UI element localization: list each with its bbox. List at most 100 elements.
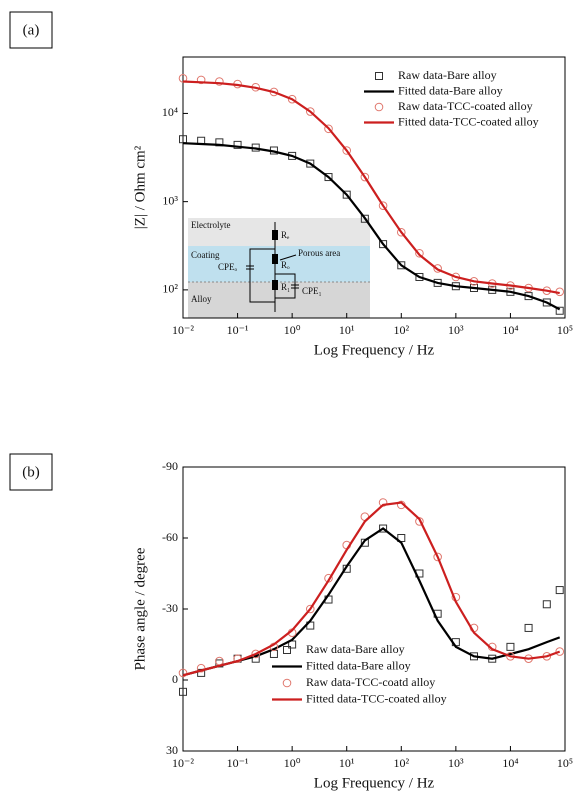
panel-label-box — [9, 453, 53, 491]
data-point — [379, 524, 388, 533]
legend-swatch — [374, 102, 384, 112]
inset-label: Coating — [191, 250, 220, 260]
legend-label: Raw data-TCC-coatd alloy — [306, 675, 435, 689]
y-tick-label: 10⁴ — [162, 105, 178, 119]
y-axis-label: |Z| / Ohm cm² — [132, 145, 148, 229]
data-point — [378, 201, 388, 210]
data-point — [342, 146, 352, 155]
data-point — [542, 298, 551, 307]
x-tick-label: 10⁴ — [502, 756, 518, 770]
data-point — [360, 172, 370, 182]
legend-label: Raw data-Bare alloy — [398, 68, 497, 82]
data-point — [542, 600, 551, 609]
data-point — [215, 656, 224, 666]
alloy-layer — [188, 282, 370, 318]
data-point — [396, 227, 406, 237]
x-tick-label: 10⁻¹ — [227, 756, 249, 770]
resistor — [272, 280, 278, 290]
plot-frame — [182, 56, 566, 319]
fit-line — [182, 142, 561, 311]
y-tick-label: 10³ — [162, 193, 178, 207]
inset-label: Alloy — [191, 294, 212, 304]
data-point — [306, 159, 315, 168]
data-point — [342, 190, 351, 199]
data-point — [196, 75, 206, 85]
x-tick-label: 10⁴ — [502, 323, 518, 337]
x-tick-label: 10⁻² — [172, 323, 194, 337]
data-point — [287, 94, 297, 104]
x-tick-label: 10² — [393, 323, 409, 337]
data-point — [233, 140, 242, 149]
data-point — [178, 668, 188, 678]
y-tick-label: -60 — [162, 530, 178, 544]
data-point — [179, 135, 187, 144]
plot-frame — [182, 466, 566, 752]
x-tick-label: 10¹ — [339, 323, 355, 337]
y-tick-label: 30 — [166, 743, 178, 757]
inset-label: R₁ — [281, 282, 290, 292]
panel-label: (a) — [23, 22, 40, 38]
data-point — [555, 306, 564, 315]
data-point — [555, 647, 565, 656]
x-tick-label: 10⁰ — [284, 323, 301, 337]
data-point — [196, 663, 206, 673]
data-point — [179, 687, 187, 696]
x-tick-label: 10³ — [448, 756, 464, 770]
x-axis-label: Log Frequency / Hz — [314, 775, 435, 791]
inset-label: Porous area — [298, 248, 340, 258]
wire — [249, 248, 275, 303]
legend-label: Fitted data-Bare alloy — [306, 658, 411, 672]
data-point — [433, 264, 442, 273]
data-point — [269, 649, 278, 658]
x-tick-label: 10⁻² — [172, 756, 194, 770]
data-point — [251, 649, 261, 659]
legend-label: Raw data-Bare alloy — [306, 642, 405, 656]
fit-line — [182, 80, 560, 295]
panel-label-box — [9, 11, 53, 49]
legend-label: Fitted data-Bare alloy — [398, 83, 503, 97]
arrow — [279, 254, 297, 261]
legend-label: Fitted data-TCC-coated alloy — [306, 691, 447, 705]
y-tick-label: 10² — [162, 282, 178, 296]
wire — [275, 273, 296, 299]
x-tick-label: 10⁵ — [557, 323, 573, 337]
data-point — [397, 261, 406, 270]
data-point — [555, 586, 564, 595]
coating-layer — [188, 246, 370, 282]
x-tick-label: 10⁻¹ — [227, 323, 249, 337]
panel-label: (b) — [22, 464, 40, 480]
inset-label: Rₑ — [281, 230, 290, 240]
x-tick-label: 10⁰ — [284, 756, 301, 770]
legend-label: Raw data-TCC-coated alloy — [398, 99, 533, 113]
y-tick-label: -90 — [162, 459, 178, 473]
legend-label: Fitted data-TCC-coated alloy — [398, 114, 539, 128]
legend-swatch — [283, 646, 291, 654]
data-point — [305, 604, 315, 614]
data-point — [524, 623, 533, 632]
resistor — [272, 230, 278, 240]
data-point — [379, 240, 388, 249]
inset-label: CPEₒ — [218, 262, 238, 272]
y-axis-label: Phase angle / degree — [132, 547, 148, 670]
legend-swatch — [375, 72, 383, 80]
data-point — [215, 77, 224, 86]
data-point — [324, 173, 333, 182]
data-point — [433, 552, 442, 562]
y-tick-label: 0 — [172, 672, 178, 686]
x-tick-label: 10³ — [448, 323, 464, 337]
circuit-inset: Electrolyte Coating Alloy Rₑ Porous area… — [188, 218, 370, 318]
legend-swatch — [282, 678, 292, 688]
inset-label: Rₒ — [281, 260, 290, 270]
electrolyte-layer — [188, 218, 370, 246]
resistor — [272, 254, 278, 264]
inset-label: Electrolyte — [191, 220, 230, 230]
data-point — [324, 124, 333, 134]
data-point — [506, 642, 515, 651]
data-point — [415, 248, 424, 258]
x-tick-label: 10² — [393, 756, 409, 770]
x-axis-label: Log Frequency / Hz — [314, 342, 435, 358]
data-point — [360, 214, 369, 223]
inset-label: CPE₁ — [302, 286, 322, 296]
data-point — [305, 107, 315, 116]
